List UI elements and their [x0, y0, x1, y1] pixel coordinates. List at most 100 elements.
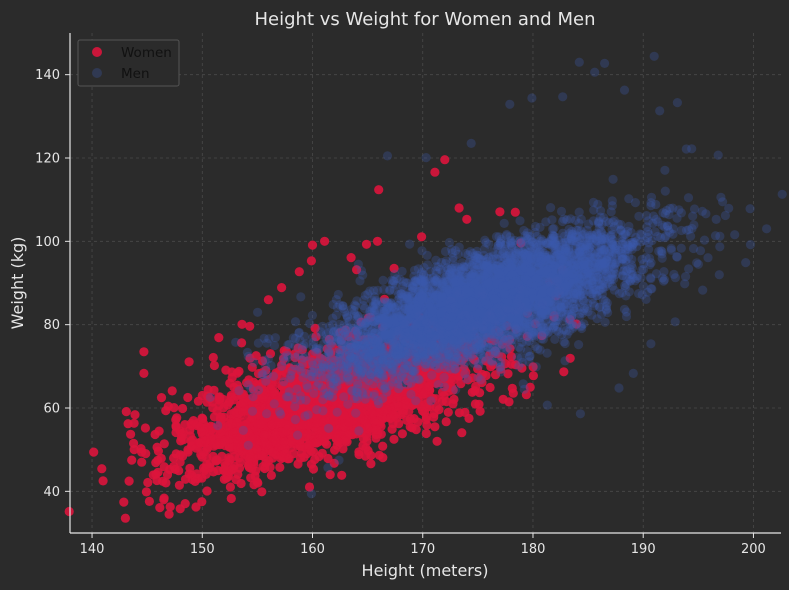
women-point	[230, 451, 240, 461]
women-point	[169, 403, 179, 413]
women-point	[443, 407, 453, 417]
women-point	[335, 328, 345, 338]
women-point	[378, 441, 388, 451]
women-point	[184, 357, 194, 367]
women-point	[221, 461, 231, 471]
women-point	[233, 443, 243, 453]
women-point	[510, 207, 520, 217]
women-point	[263, 295, 273, 305]
women-point	[429, 412, 439, 422]
women-point	[89, 447, 99, 457]
women-point	[178, 403, 188, 414]
women-point	[120, 513, 130, 523]
women-point	[126, 429, 136, 439]
women-point	[156, 393, 167, 403]
women-point	[245, 321, 255, 331]
men-point	[695, 246, 706, 256]
women-point	[361, 239, 372, 249]
men-point	[423, 260, 433, 270]
women-point	[430, 422, 440, 432]
women-point	[183, 392, 193, 403]
men-point	[692, 258, 702, 268]
women-point	[432, 436, 442, 446]
women-point	[158, 476, 168, 486]
women-point	[318, 432, 328, 442]
women-point	[317, 448, 327, 458]
women-point	[139, 368, 149, 378]
women-point	[212, 455, 222, 465]
women-point	[139, 347, 149, 357]
women-point	[208, 352, 218, 363]
women-point	[374, 185, 384, 195]
women-point	[202, 459, 212, 470]
men-point	[262, 338, 272, 348]
women-point	[511, 324, 521, 334]
women-point	[225, 482, 235, 492]
women-point	[214, 393, 225, 403]
women-point	[161, 406, 171, 416]
men-point	[262, 409, 272, 419]
women-point	[422, 420, 432, 430]
women-point	[303, 440, 314, 450]
women-point	[232, 368, 242, 378]
women-point	[154, 426, 164, 436]
women-point	[522, 331, 532, 341]
women-point	[379, 406, 389, 416]
women-point	[130, 410, 140, 420]
women-point	[332, 429, 342, 439]
women-point	[320, 236, 330, 246]
women-point	[371, 425, 382, 435]
women-point	[369, 416, 379, 426]
women-point	[256, 419, 266, 429]
women-point	[372, 236, 383, 246]
women-point	[414, 311, 424, 321]
women-point	[454, 203, 464, 213]
women-point	[224, 397, 234, 407]
men-point	[253, 338, 263, 348]
women-point	[123, 419, 133, 429]
women-point	[358, 415, 368, 425]
women-point	[528, 371, 539, 381]
women-point	[191, 502, 201, 512]
men-point	[607, 196, 617, 206]
women-point	[475, 406, 485, 416]
women-point	[397, 429, 407, 439]
men-point	[711, 214, 721, 224]
men-point	[460, 369, 470, 379]
women-point	[462, 214, 472, 224]
women-point	[98, 476, 108, 486]
men-point	[324, 423, 334, 433]
men-point	[296, 292, 306, 302]
women-point	[344, 417, 354, 427]
women-point	[306, 459, 316, 469]
women-point	[209, 412, 219, 422]
women-point	[97, 464, 107, 474]
women-point	[140, 423, 150, 433]
men-point	[427, 370, 437, 380]
women-point	[186, 436, 196, 446]
women-point	[129, 445, 139, 455]
women-point	[257, 487, 267, 497]
women-point	[507, 383, 517, 393]
women-point	[361, 406, 371, 416]
women-point	[119, 497, 129, 507]
women-point	[144, 496, 154, 506]
women-point	[197, 497, 207, 507]
women-point	[312, 418, 322, 428]
women-series	[64, 155, 582, 523]
women-point	[421, 428, 431, 439]
men-point	[515, 216, 525, 226]
women-point	[277, 283, 287, 293]
men-point	[660, 186, 670, 196]
women-point	[237, 319, 247, 329]
men-point	[608, 174, 618, 184]
men-point	[777, 189, 787, 199]
women-point	[153, 446, 163, 456]
women-point	[236, 478, 246, 489]
women-point	[174, 480, 184, 490]
women-point	[137, 457, 147, 467]
men-point	[745, 240, 756, 250]
women-point	[294, 267, 304, 277]
women-point	[430, 167, 440, 177]
